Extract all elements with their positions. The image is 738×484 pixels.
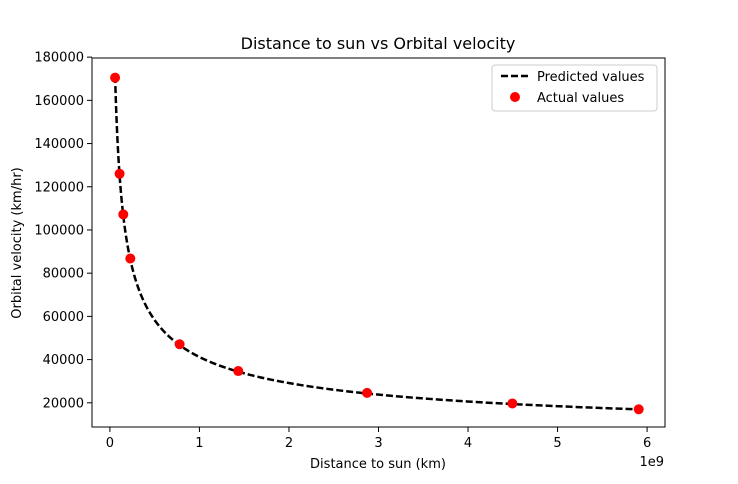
legend-label-actual: Actual values <box>537 91 624 106</box>
actual-values-series <box>110 72 644 415</box>
x-tick-label: 1 <box>195 436 203 451</box>
x-tick-label: 4 <box>464 436 472 451</box>
actual-value-point <box>118 209 129 220</box>
y-tick-label: 160000 <box>34 94 84 109</box>
actual-value-point <box>507 398 518 409</box>
x-tick-label: 2 <box>285 436 293 451</box>
x-tick-label: 5 <box>553 436 561 451</box>
x-tick-label: 6 <box>643 436 651 451</box>
y-tick-label: 20000 <box>43 396 84 411</box>
actual-value-point <box>114 168 125 179</box>
legend-point-marker <box>510 92 520 102</box>
predicted-values-series <box>113 76 639 411</box>
x-tick-label: 3 <box>374 436 382 451</box>
x-axis-label: Distance to sun (km) <box>310 457 446 472</box>
x-axis-offset-label: 1e9 <box>639 455 664 470</box>
y-tick-label: 100000 <box>34 223 84 238</box>
actual-value-point <box>362 387 373 398</box>
y-tick-label: 40000 <box>43 353 84 368</box>
legend: Predicted values Actual values <box>491 64 658 112</box>
actual-value-point <box>174 339 185 350</box>
plot-background <box>92 58 665 427</box>
predicted-values-line <box>113 76 639 411</box>
y-axis-label: Orbital velocity (km/hr) <box>10 167 25 319</box>
axes: 0 1 2 3 4 5 6 20000 40000 60000 80000 100000 120000 1… <box>34 51 666 451</box>
actual-value-point <box>233 366 244 377</box>
y-tick-label: 180000 <box>34 51 84 66</box>
actual-value-point <box>125 253 136 264</box>
legend-frame <box>491 64 658 112</box>
legend-label-predicted: Predicted values <box>537 70 645 85</box>
actual-value-point <box>633 404 644 415</box>
y-tick-label: 80000 <box>43 267 84 282</box>
chart-title: Distance to sun vs Orbital velocity <box>241 34 516 53</box>
actual-value-point <box>110 72 121 83</box>
x-tick-label: 0 <box>106 436 114 451</box>
y-tick-label: 60000 <box>43 310 84 325</box>
y-tick-label: 140000 <box>34 137 84 152</box>
y-tick-label: 120000 <box>34 180 84 195</box>
plot-area <box>92 58 665 427</box>
